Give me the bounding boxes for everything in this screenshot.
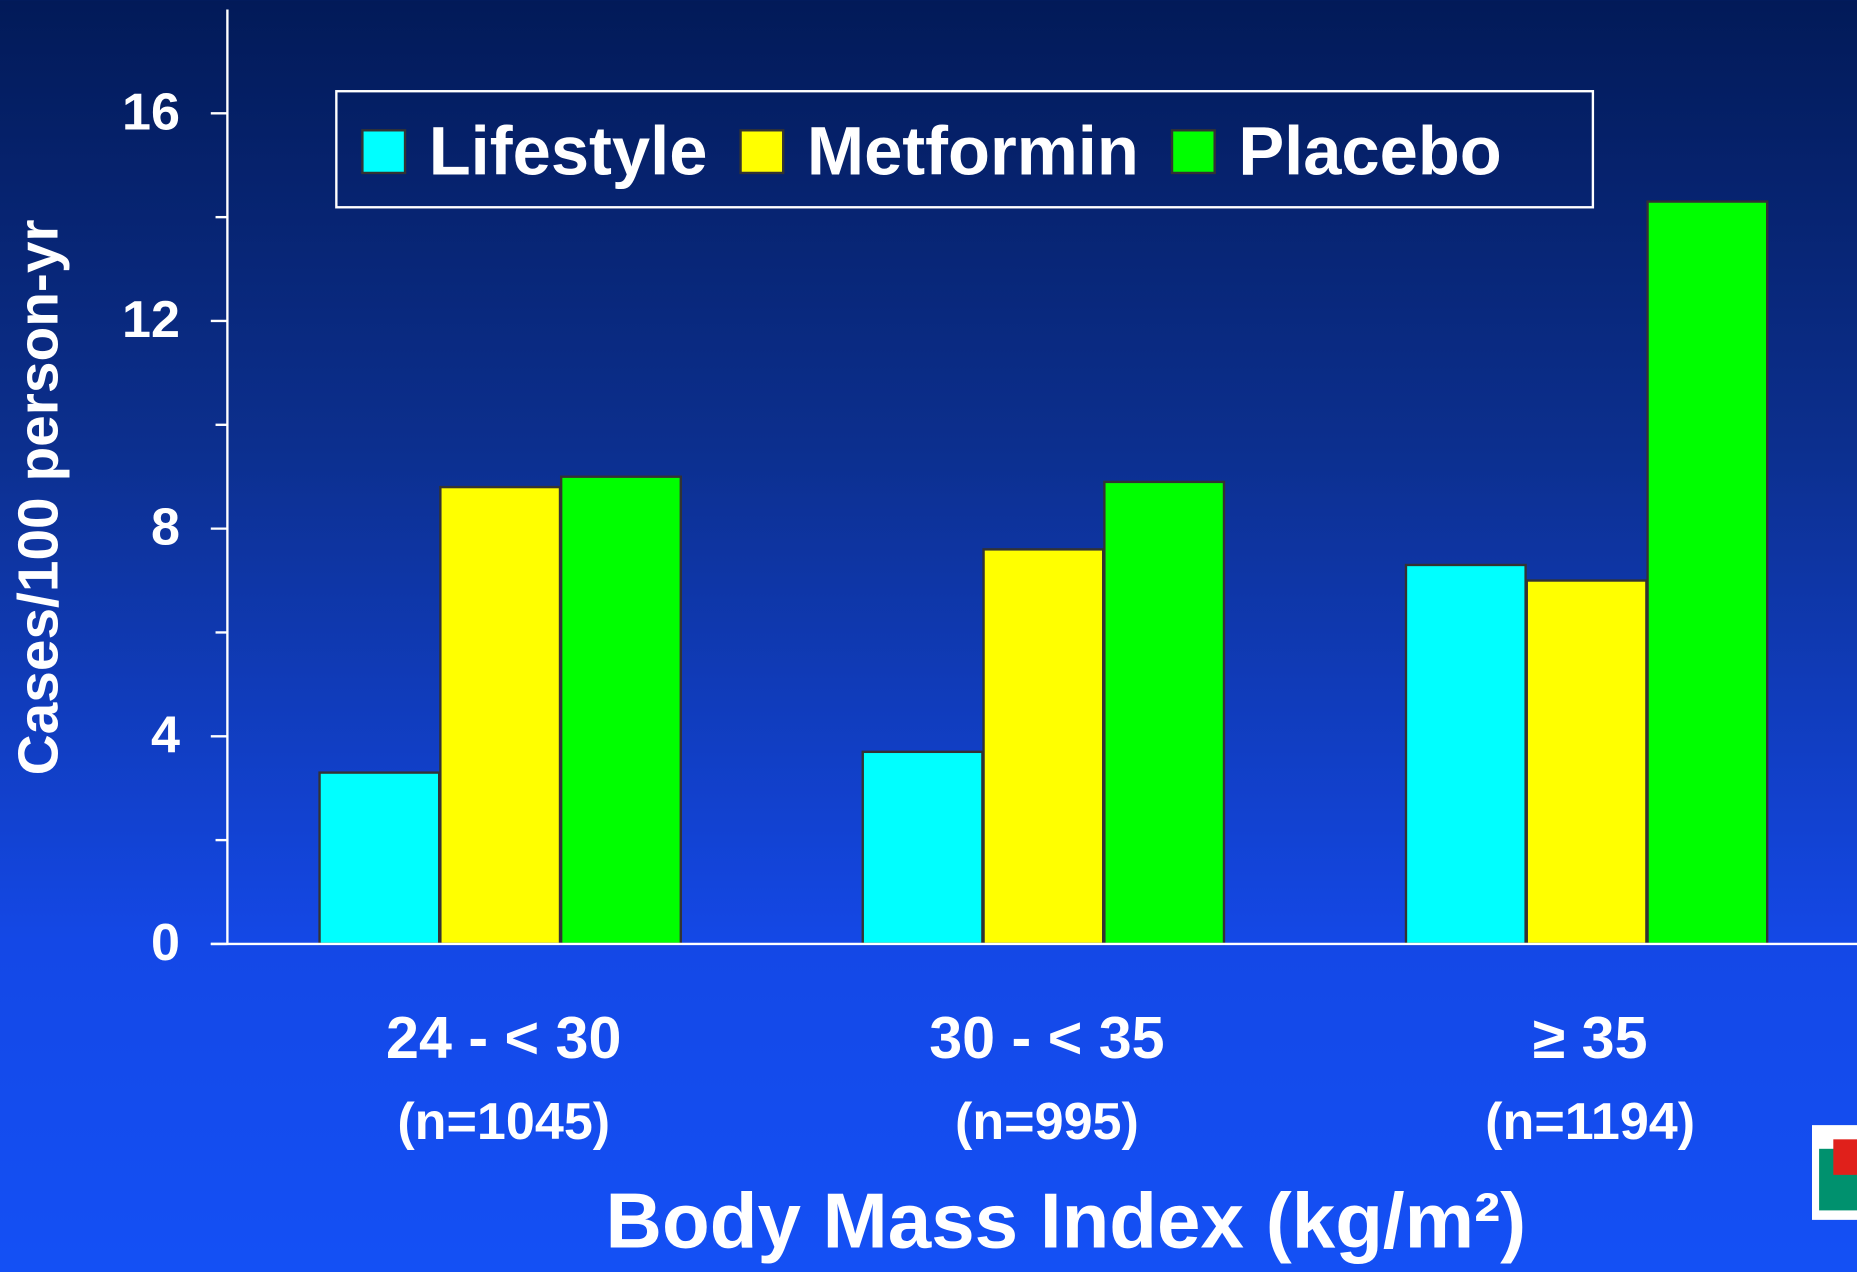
x-tick-note: (n=1045) xyxy=(397,1093,610,1151)
y-tick-label: 8 xyxy=(151,499,180,557)
legend-label: Lifestyle xyxy=(429,112,708,189)
bar xyxy=(1404,563,1527,946)
bar xyxy=(318,771,441,946)
y-tick-label: 0 xyxy=(151,914,180,972)
y-tick-label: 12 xyxy=(122,291,180,349)
legend-swatch xyxy=(739,129,785,175)
legend-label: Metformin xyxy=(807,112,1139,189)
bar xyxy=(861,750,984,946)
y-tick-label: 4 xyxy=(151,706,180,764)
bar xyxy=(1103,480,1226,946)
bar xyxy=(1525,579,1648,946)
logo xyxy=(1811,1125,1857,1220)
x-tick-label: 30 - < 35 xyxy=(929,1004,1164,1071)
x-tick-label: ≥ 35 xyxy=(1533,1004,1648,1071)
legend-swatch xyxy=(361,129,407,175)
legend-label: Placebo xyxy=(1238,112,1501,189)
bar xyxy=(559,475,682,946)
x-tick-note: (n=1194) xyxy=(1485,1093,1695,1151)
y-tick-label: 16 xyxy=(122,83,180,141)
legend-box xyxy=(335,90,1595,209)
x-tick-note: (n=995) xyxy=(955,1093,1139,1151)
bar xyxy=(982,548,1105,946)
bar xyxy=(1646,200,1769,946)
bar xyxy=(439,485,562,946)
y-axis-title: Cases/100 person-yr xyxy=(8,219,71,775)
x-axis-title: Body Mass Index (kg/m²) xyxy=(606,1177,1527,1265)
x-tick-label: 24 - < 30 xyxy=(386,1004,621,1071)
legend-swatch xyxy=(1170,129,1216,175)
